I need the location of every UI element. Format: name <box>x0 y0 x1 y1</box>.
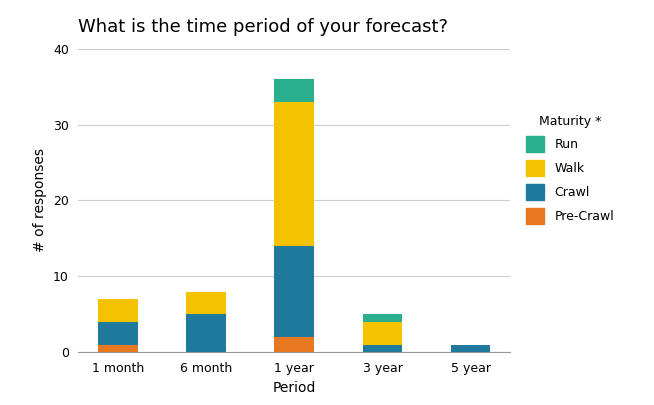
Bar <box>362 345 402 352</box>
Bar <box>362 314 402 322</box>
Bar <box>98 345 138 352</box>
Y-axis label: # of responses: # of responses <box>33 149 47 252</box>
Bar <box>186 292 226 314</box>
Bar <box>98 322 138 345</box>
Bar <box>275 102 314 246</box>
Bar <box>362 322 402 345</box>
Bar <box>275 337 314 352</box>
Bar <box>186 314 226 352</box>
Bar <box>275 79 314 102</box>
Bar <box>98 299 138 322</box>
Bar <box>451 345 490 352</box>
Legend: Run, Walk, Crawl, Pre-Crawl: Run, Walk, Crawl, Pre-Crawl <box>521 109 619 228</box>
Text: What is the time period of your forecast?: What is the time period of your forecast… <box>78 18 449 36</box>
Bar <box>275 246 314 337</box>
X-axis label: Period: Period <box>273 381 316 394</box>
